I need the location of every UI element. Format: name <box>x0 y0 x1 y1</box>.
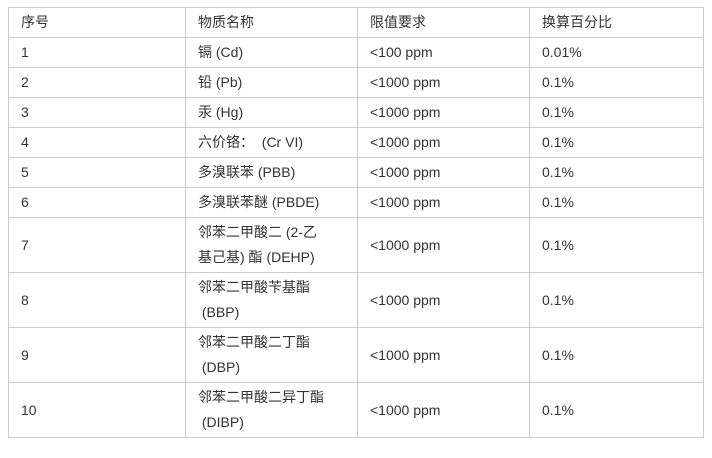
table-row: 7 邻苯二甲酸二 (2-乙 基己基) 酯 (DEHP) <1000 ppm 0.… <box>8 217 704 273</box>
table-row: 5 多溴联苯 (PBB) <1000 ppm 0.1% <box>8 157 704 188</box>
header-row: 序号 物质名称 限值要求 换算百分比 <box>8 7 704 38</box>
cell-percent: 0.1% <box>529 97 704 128</box>
cell-substance-name: 邻苯二甲酸二丁酯 (DBP) <box>185 327 358 383</box>
cell-substance-name: 邻苯二甲酸二 (2-乙 基己基) 酯 (DEHP) <box>185 217 358 273</box>
cell-substance-name: 铅 (Pb) <box>185 67 358 98</box>
cell-limit: <1000 ppm <box>357 157 530 188</box>
cell-index: 10 <box>8 382 186 438</box>
column-header-percentage: 换算百分比 <box>529 7 704 38</box>
column-header-substance: 物质名称 <box>185 7 358 38</box>
cell-index: 9 <box>8 327 186 383</box>
cell-limit: <1000 ppm <box>357 97 530 128</box>
cell-limit: <1000 ppm <box>357 187 530 218</box>
cell-percent: 0.1% <box>529 187 704 218</box>
cell-percent: 0.1% <box>529 382 704 438</box>
cell-index: 8 <box>8 272 186 328</box>
cell-index: 7 <box>8 217 186 273</box>
cell-index: 6 <box>8 187 186 218</box>
cell-substance-name: 多溴联苯 (PBB) <box>185 157 358 188</box>
cell-index: 3 <box>8 97 186 128</box>
cell-index: 5 <box>8 157 186 188</box>
cell-substance-name: 六价铬： (Cr VI) <box>185 127 358 158</box>
table-row: 6 多溴联苯醚 (PBDE) <1000 ppm 0.1% <box>8 187 704 218</box>
cell-substance-name: 多溴联苯醚 (PBDE) <box>185 187 358 218</box>
cell-percent: 0.1% <box>529 67 704 98</box>
cell-index: 4 <box>8 127 186 158</box>
cell-limit: <1000 ppm <box>357 217 530 273</box>
cell-percent: 0.1% <box>529 157 704 188</box>
cell-index: 1 <box>8 37 186 68</box>
cell-index: 2 <box>8 67 186 98</box>
cell-percent: 0.1% <box>529 272 704 328</box>
cell-percent: 0.1% <box>529 217 704 273</box>
cell-limit: <1000 ppm <box>357 327 530 383</box>
column-header-index: 序号 <box>8 7 186 38</box>
table-row: 4 六价铬： (Cr VI) <1000 ppm 0.1% <box>8 127 704 158</box>
table-row: 10 邻苯二甲酸二异丁酯 (DIBP) <1000 ppm 0.1% <box>8 382 704 438</box>
cell-limit: <1000 ppm <box>357 382 530 438</box>
cell-substance-name: 邻苯二甲酸二异丁酯 (DIBP) <box>185 382 358 438</box>
cell-percent: 0.1% <box>529 127 704 158</box>
cell-substance-name: 邻苯二甲酸苄基酯 (BBP) <box>185 272 358 328</box>
substances-table: 序号 物质名称 限值要求 换算百分比 1 镉 (Cd) <100 ppm 0.0… <box>8 7 704 438</box>
cell-substance-name: 镉 (Cd) <box>185 37 358 68</box>
cell-limit: <1000 ppm <box>357 67 530 98</box>
cell-percent: 0.01% <box>529 37 704 68</box>
column-header-limit: 限值要求 <box>357 7 530 38</box>
table-row: 3 汞 (Hg) <1000 ppm 0.1% <box>8 97 704 128</box>
table-row: 9 邻苯二甲酸二丁酯 (DBP) <1000 ppm 0.1% <box>8 327 704 383</box>
cell-substance-name: 汞 (Hg) <box>185 97 358 128</box>
table-row: 2 铅 (Pb) <1000 ppm 0.1% <box>8 67 704 98</box>
cell-limit: <1000 ppm <box>357 127 530 158</box>
table-row: 1 镉 (Cd) <100 ppm 0.01% <box>8 37 704 68</box>
cell-limit: <1000 ppm <box>357 272 530 328</box>
cell-limit: <100 ppm <box>357 37 530 68</box>
cell-percent: 0.1% <box>529 327 704 383</box>
table-row: 8 邻苯二甲酸苄基酯 (BBP) <1000 ppm 0.1% <box>8 272 704 328</box>
